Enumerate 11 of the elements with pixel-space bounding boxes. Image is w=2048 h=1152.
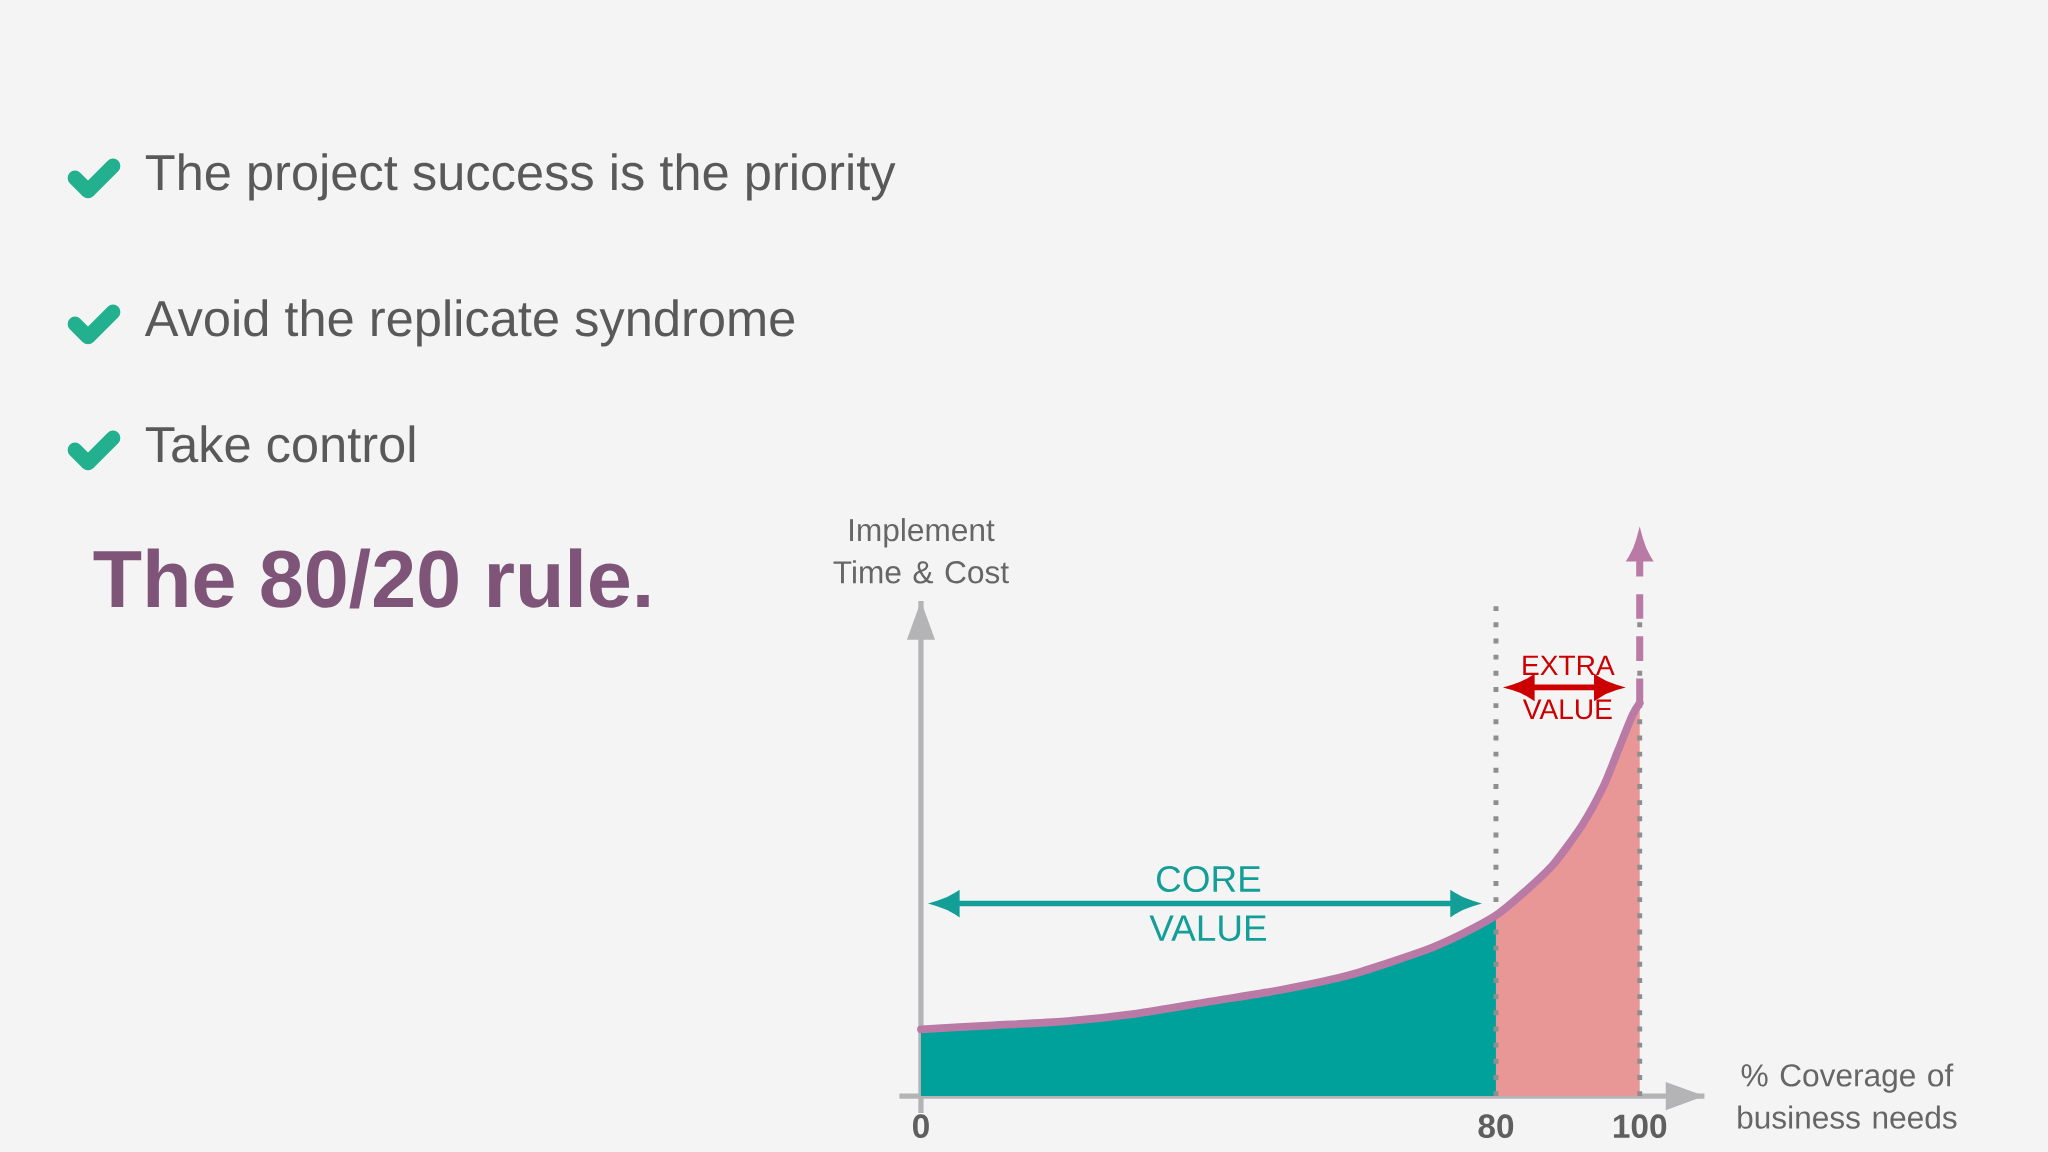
x-tick-label: 0 xyxy=(913,1114,929,1139)
annotation: CORE VALUE xyxy=(1149,865,1266,942)
text: The project success is the priority xyxy=(145,153,896,201)
annotation: EXTRA VALUE xyxy=(1522,655,1615,720)
x-axis-title: % Coverage of business needs xyxy=(1738,1063,1957,1129)
text: Take control xyxy=(145,425,415,463)
x-tick-label: 80 xyxy=(1478,1114,1514,1139)
y-axis-title: Implement Time & Cost xyxy=(833,518,1009,584)
x-tick-label: 100 xyxy=(1613,1114,1667,1139)
text: Avoid the replicate syndrome xyxy=(144,299,795,347)
chart-title: The 80/20 rule. xyxy=(93,548,649,609)
